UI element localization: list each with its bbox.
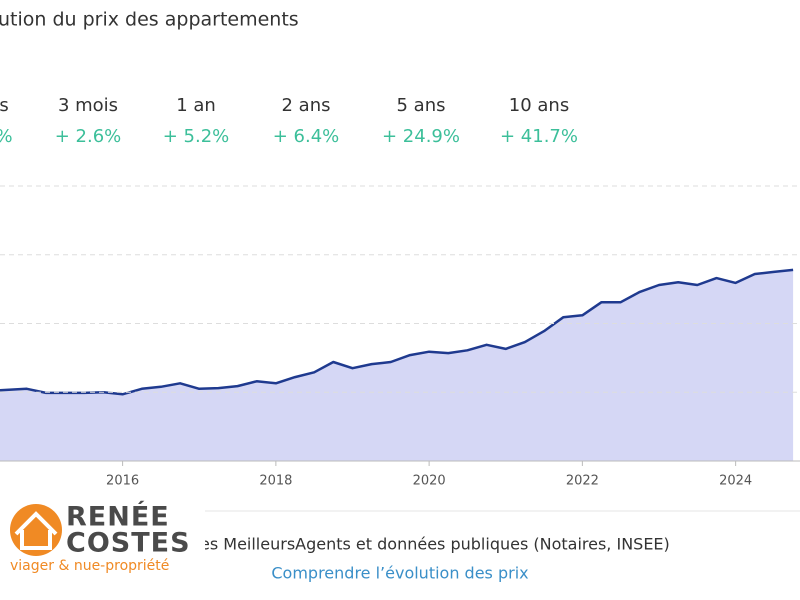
stats: s% 3 mois + 2.6% 1 an + 5.2% 2 ans + 6.4% 5 ans… bbox=[0, 95, 578, 147]
stat-label: 1 an bbox=[176, 95, 216, 116]
stat-value: + 24.9% bbox=[382, 126, 460, 147]
stat-value: + 41.7% bbox=[500, 126, 578, 147]
stat-label: 3 mois bbox=[58, 95, 118, 116]
area-fill bbox=[0, 269, 794, 461]
logo-tagline: viager & nue-propriété bbox=[10, 558, 169, 574]
stat-label: 10 ans bbox=[509, 95, 569, 116]
stat-value: % bbox=[0, 126, 13, 147]
price-line bbox=[0, 268, 794, 396]
x-tick-label: 2022 bbox=[566, 474, 599, 489]
source-note: es MeilleursAgents et données publiques … bbox=[200, 535, 670, 554]
stat-label: 5 ans bbox=[397, 95, 446, 116]
x-tick-label: 2018 bbox=[259, 474, 292, 489]
logo-line1: RENÉE bbox=[66, 501, 170, 533]
stat-value: + 2.6% bbox=[55, 126, 122, 147]
stat-label: 2 ans bbox=[282, 95, 331, 116]
page-title: ution du prix des appartements bbox=[0, 9, 299, 31]
help-link[interactable]: Comprendre l’évolution des prix bbox=[271, 564, 528, 583]
logo-house bbox=[14, 511, 58, 550]
x-tick-label: 2024 bbox=[719, 474, 752, 489]
stat-value: + 5.2% bbox=[163, 126, 230, 147]
logo-line2: COSTES bbox=[66, 528, 191, 559]
x-tick-label: 2016 bbox=[106, 474, 139, 489]
chart: 2016 2018 2020 2022 2024 bbox=[0, 185, 800, 489]
x-tick-label: 2020 bbox=[413, 474, 446, 489]
stat-value: + 6.4% bbox=[273, 126, 340, 147]
stat-label: s bbox=[0, 95, 9, 116]
logo: RENÉE COSTES viager & nue-propriété bbox=[0, 495, 205, 580]
